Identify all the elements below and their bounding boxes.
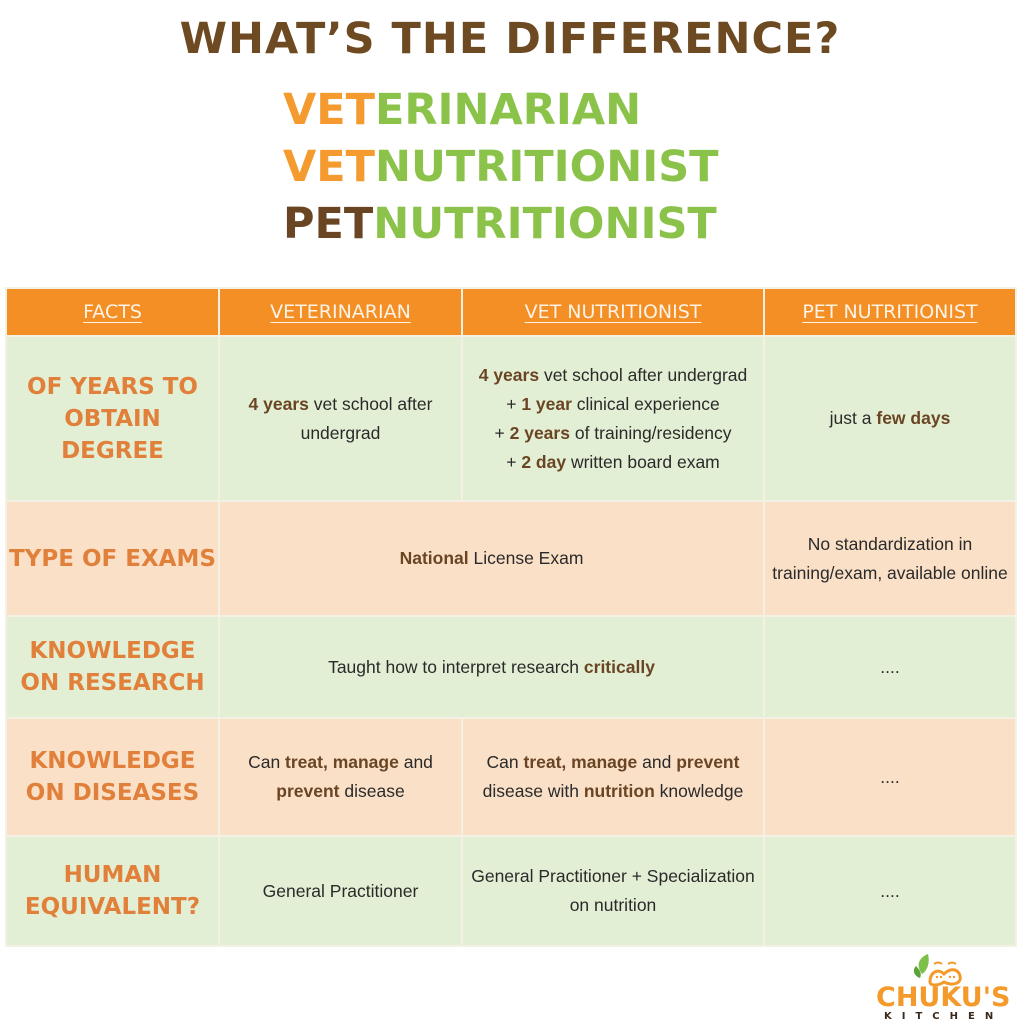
- term-suffix: ERINARIAN: [374, 85, 642, 135]
- vet-nutritionist-cell: General Practitioner + Specialization on…: [461, 835, 765, 947]
- column-header-vet-nutritionist: VET NUTRITIONIST: [461, 287, 765, 337]
- brand-subtitle: KITCHEN: [884, 1011, 1004, 1022]
- cat-face-with-leaf-icon: [913, 954, 962, 987]
- line: + 1 year clinical experience: [506, 393, 720, 414]
- terms-list: VETERINARIAN VETNUTRITIONIST PETNUTRITIO…: [283, 82, 719, 253]
- table-header-row: FACTS VETERINARIAN VET NUTRITIONIST PET …: [5, 287, 1017, 337]
- term-vet-nutritionist: VETNUTRITIONIST: [283, 139, 719, 196]
- fact-label: KNOWLEDGE ON RESEARCH: [5, 615, 220, 719]
- term-suffix: NUTRITIONIST: [374, 142, 719, 192]
- fact-label: KNOWLEDGE ON DISEASES: [5, 717, 220, 837]
- shared-vet-cell: Taught how to interpret research critica…: [218, 615, 765, 719]
- pet-nutritionist-cell: ....: [763, 835, 1017, 947]
- fact-label: OF YEARS TO OBTAIN DEGREE: [5, 335, 220, 502]
- table-row: HUMAN EQUIVALENT? General Practitioner G…: [5, 835, 1017, 947]
- column-header-veterinarian: VETERINARIAN: [218, 287, 463, 337]
- column-header-pet-nutritionist: PET NUTRITIONIST: [763, 287, 1017, 337]
- veterinarian-cell: 4 years vet school after undergrad: [218, 335, 463, 502]
- term-suffix: NUTRITIONIST: [373, 199, 717, 249]
- pet-nutritionist-cell: ....: [763, 615, 1017, 719]
- pet-nutritionist-cell: No standardization in training/exam, ava…: [763, 500, 1017, 617]
- brand-name: CHUKU'S: [876, 982, 1011, 1013]
- vet-nutritionist-cell: Can treat, manage and prevent disease wi…: [461, 717, 765, 837]
- term-prefix: PET: [283, 199, 374, 249]
- term-veterinarian: VETERINARIAN: [283, 82, 719, 139]
- table-row: KNOWLEDGE ON RESEARCH Taught how to inte…: [5, 615, 1017, 719]
- line: 4 years vet school after undergrad: [478, 364, 748, 385]
- term-prefix: VET: [283, 142, 375, 192]
- veterinarian-cell: Can treat, manage and prevent disease: [218, 717, 463, 837]
- table-row: TYPE OF EXAMS National License Exam No s…: [5, 500, 1017, 617]
- brand-logo: [872, 952, 1020, 1024]
- vet-nutritionist-cell: 4 years vet school after undergrad + 1 y…: [461, 335, 765, 502]
- line: + 2 day written board exam: [506, 451, 720, 472]
- veterinarian-cell: General Practitioner: [218, 835, 463, 947]
- shared-vet-cell: National License Exam: [218, 500, 765, 617]
- comparison-table: FACTS VETERINARIAN VET NUTRITIONIST PET …: [5, 287, 1017, 947]
- line: + 2 years of training/residency: [494, 422, 732, 443]
- pet-nutritionist-cell: ....: [763, 717, 1017, 837]
- term-pet-nutritionist: PETNUTRITIONIST: [283, 196, 719, 253]
- table-row: KNOWLEDGE ON DISEASES Can treat, manage …: [5, 717, 1017, 837]
- fact-label: HUMAN EQUIVALENT?: [5, 835, 220, 947]
- column-header-facts: FACTS: [5, 287, 220, 337]
- term-prefix: VET: [283, 85, 375, 135]
- page-title: WHAT’S THE DIFFERENCE?: [179, 14, 841, 64]
- pet-nutritionist-cell: just a few days: [763, 335, 1017, 502]
- fact-label: TYPE OF EXAMS: [5, 500, 220, 617]
- table-row: OF YEARS TO OBTAIN DEGREE 4 years vet sc…: [5, 335, 1017, 502]
